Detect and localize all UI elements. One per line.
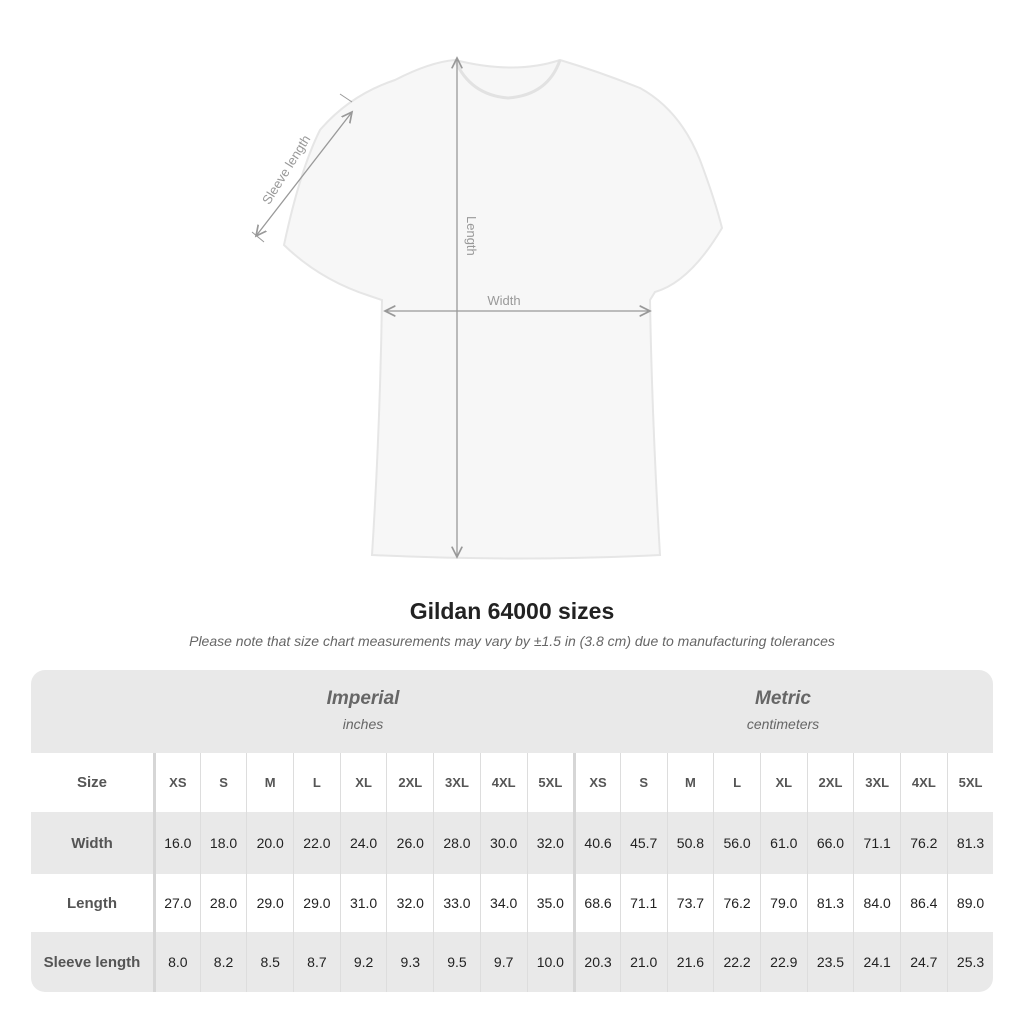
size-table: Imperial inches Metric centimeters Size X…	[31, 670, 993, 992]
size-header-cell: 3XL	[853, 753, 900, 812]
tshirt-diagram: Length Width Sleeve length	[251, 0, 724, 560]
value-cell: 28.0	[433, 812, 480, 874]
value-cell: 20.3	[573, 932, 620, 992]
size-header-cell: M	[246, 753, 293, 812]
value-cell: 9.5	[433, 932, 480, 992]
value-cell: 56.0	[713, 812, 760, 874]
size-header-row: Size XS S M L XL 2XL 3XL 4XL 5XL XS S M L XL 2XL 3XL 4XL 5…	[31, 753, 993, 812]
imperial-title: Imperial	[326, 688, 400, 709]
value-cell: 29.0	[246, 874, 293, 932]
value-cell: 10.0	[526, 932, 574, 992]
value-cell: 30.0	[479, 812, 527, 874]
value-cell: 21.0	[619, 932, 667, 992]
size-header-cell: 5XL	[526, 753, 574, 812]
sleeve-arrow	[256, 112, 352, 236]
table-row: Width 16.0 18.0 20.0 22.0 24.0 26.0 28.0 30.0 32.…	[31, 812, 993, 874]
value-cell: 25.3	[946, 932, 993, 992]
value-cell: 31.0	[339, 874, 387, 932]
value-cell: 22.0	[293, 812, 340, 874]
size-header-cell: 4XL	[479, 753, 527, 812]
value-cell: 32.0	[526, 812, 574, 874]
size-header-cell: 3XL	[433, 753, 480, 812]
value-cell: 71.1	[853, 812, 900, 874]
size-header-cell: XL	[759, 753, 807, 812]
tshirt-shape	[282, 58, 724, 560]
row-label: Size	[76, 774, 107, 791]
value-cell: 61.0	[759, 812, 807, 874]
page-title: Gildan 64000 sizes	[409, 598, 615, 624]
imperial-header: Imperial inches	[153, 670, 573, 753]
metric-header: Metric centimeters	[573, 670, 993, 753]
value-cell: 86.4	[900, 874, 947, 932]
value-cell: 68.6	[573, 874, 620, 932]
value-cell: 79.0	[759, 874, 807, 932]
value-cell: 8.0	[153, 932, 200, 992]
size-header-cell: 4XL	[900, 753, 947, 812]
width-label: Width	[487, 293, 520, 308]
value-cell: 33.0	[433, 874, 480, 932]
value-cell: 18.0	[199, 812, 247, 874]
row-label: Width	[71, 834, 113, 852]
size-header-cell: 2XL	[386, 753, 433, 812]
value-cell: 76.2	[713, 874, 760, 932]
value-cell: 8.7	[293, 932, 340, 992]
value-cell: 73.7	[666, 874, 714, 932]
size-header-cell: 5XL	[946, 753, 993, 812]
value-cell: 22.2	[713, 932, 760, 992]
row-label: Sleeve length	[43, 953, 141, 971]
value-cell: 22.9	[759, 932, 807, 992]
value-cell: 16.0	[153, 812, 200, 874]
value-cell: 35.0	[526, 874, 574, 932]
value-cell: 45.7	[619, 812, 667, 874]
value-cell: 84.0	[853, 874, 900, 932]
size-header-cell: XL	[339, 753, 387, 812]
value-cell: 24.0	[339, 812, 387, 874]
length-label: Length	[464, 216, 479, 256]
size-header-cell: M	[666, 753, 714, 812]
value-cell: 8.2	[199, 932, 247, 992]
value-cell: 9.2	[339, 932, 387, 992]
size-header-cell: XS	[153, 753, 200, 812]
value-cell: 9.3	[386, 932, 433, 992]
value-cell: 28.0	[199, 874, 247, 932]
value-cell: 66.0	[806, 812, 854, 874]
value-cell: 23.5	[806, 932, 854, 992]
value-cell: 29.0	[293, 874, 340, 932]
value-cell: 8.5	[246, 932, 293, 992]
metric-unit: centimeters	[746, 716, 820, 732]
size-header-cell: XS	[573, 753, 620, 812]
table-row: Length 27.0 28.0 29.0 29.0 31.0 32.0 33.0 34.0 35…	[31, 874, 993, 932]
value-cell: 71.1	[619, 874, 667, 932]
row-label: Length	[67, 894, 117, 912]
value-cell: 21.6	[666, 932, 714, 992]
imperial-unit: inches	[342, 716, 384, 732]
value-cell: 40.6	[573, 812, 620, 874]
value-cell: 32.0	[386, 874, 433, 932]
value-cell: 24.1	[853, 932, 900, 992]
value-cell: 76.2	[900, 812, 947, 874]
value-cell: 89.0	[946, 874, 993, 932]
metric-title: Metric	[755, 688, 811, 709]
value-cell: 20.0	[246, 812, 293, 874]
value-cell: 24.7	[900, 932, 947, 992]
size-header-cell: S	[199, 753, 247, 812]
value-cell: 27.0	[153, 874, 200, 932]
size-header-cell: L	[293, 753, 340, 812]
value-cell: 26.0	[386, 812, 433, 874]
value-cell: 34.0	[479, 874, 527, 932]
size-header-cell: L	[713, 753, 760, 812]
value-cell: 9.7	[479, 932, 527, 992]
value-cell: 81.3	[806, 874, 854, 932]
size-header-cell: 2XL	[806, 753, 854, 812]
size-header-cell: S	[619, 753, 667, 812]
value-cell: 50.8	[666, 812, 714, 874]
value-cell: 81.3	[946, 812, 993, 874]
table-row: Sleeve length 8.0 8.2 8.5 8.7 9.2 9.3 9.5 9.7 10.…	[31, 932, 993, 992]
tolerance-note: Please note that size chart measurements…	[189, 633, 835, 649]
